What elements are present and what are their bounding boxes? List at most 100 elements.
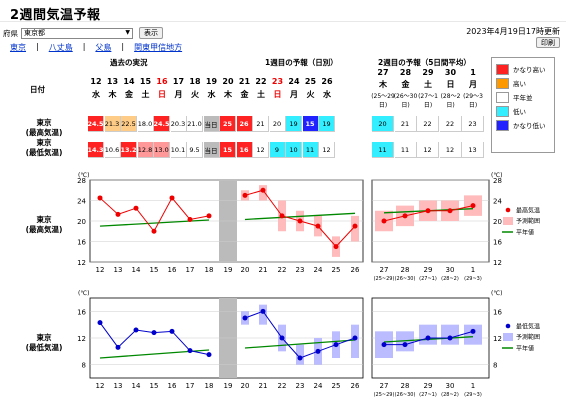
print-button[interactable]: 印刷 bbox=[536, 37, 560, 48]
y-unit-right: (℃) bbox=[491, 172, 502, 179]
low-temp-cell: 12 bbox=[253, 142, 269, 158]
high-temp-cell: 20.3 bbox=[170, 116, 187, 132]
high-week2-cell: 23 bbox=[462, 116, 484, 132]
x-tick-label: 25 bbox=[332, 382, 341, 390]
day-number: 14 bbox=[123, 77, 135, 86]
y-tick-label: 20 bbox=[77, 218, 86, 226]
x-tick-label: 20 bbox=[241, 266, 250, 274]
day-number: 17 bbox=[172, 77, 185, 86]
forecast-range-bar-week2 bbox=[396, 205, 414, 227]
high-week2-cell: 22 bbox=[439, 116, 462, 132]
link-hachijojima[interactable]: 八丈島 bbox=[48, 43, 73, 52]
x-tick-label: 16 bbox=[168, 266, 177, 274]
x-tick-label: 19 bbox=[224, 382, 233, 390]
high-temp-cell: 20 bbox=[269, 116, 286, 132]
show-button[interactable]: 表示 bbox=[139, 27, 163, 39]
week2-range: (28〜2日) bbox=[440, 93, 461, 109]
x-tick-label-week2: 30 bbox=[446, 382, 455, 390]
y-tick-label: 16 bbox=[77, 239, 86, 247]
chart-label-high: 東京 (最高気温) bbox=[25, 215, 63, 234]
day-weekday: 水 bbox=[207, 90, 216, 99]
y-tick-label-right: 28 bbox=[493, 177, 502, 185]
low-temp-cell: 11 bbox=[302, 142, 319, 158]
link-kanto-koshin[interactable]: 関東甲信地方 bbox=[134, 43, 183, 52]
legend-label: 予測範囲 bbox=[516, 217, 540, 225]
legend-label: 平年値 bbox=[516, 345, 534, 353]
data-point bbox=[169, 195, 175, 201]
week2-range: (26〜30日) bbox=[393, 93, 418, 109]
data-point bbox=[115, 211, 121, 217]
normal-line-week1 bbox=[244, 339, 356, 349]
x-tick-label: 12 bbox=[96, 382, 105, 390]
week2-weekday: 金 bbox=[401, 80, 410, 89]
x-tick-label-week2: 30 bbox=[446, 266, 455, 274]
x-tick-label: 22 bbox=[278, 382, 287, 390]
week2-weekday: 土 bbox=[424, 80, 432, 89]
data-point bbox=[97, 195, 103, 201]
data-point bbox=[470, 203, 476, 209]
x-tick-label: 13 bbox=[114, 266, 123, 274]
legend-swatch bbox=[496, 63, 509, 75]
x-tick-sublabel-week2: (26~30) bbox=[395, 392, 416, 398]
chart-frame-week2 bbox=[371, 297, 490, 379]
data-point bbox=[352, 223, 358, 229]
week2-weekday: 月 bbox=[469, 80, 477, 89]
week2-range: (25〜29日) bbox=[371, 93, 395, 109]
day-number: 18 bbox=[189, 77, 201, 86]
forecast-range-bar-week2 bbox=[419, 200, 437, 221]
x-tick-label: 15 bbox=[150, 382, 159, 390]
x-tick-label: 26 bbox=[351, 382, 360, 390]
data-point bbox=[425, 208, 431, 214]
x-tick-label-week2: 27 bbox=[380, 382, 389, 390]
x-tick-label-week2: 28 bbox=[401, 266, 410, 274]
legend-range bbox=[503, 217, 513, 225]
week2-weekday: 木 bbox=[379, 80, 387, 89]
y-tick-label: 12 bbox=[77, 259, 86, 267]
week2-range: (27〜1日) bbox=[418, 93, 438, 109]
high-temp-cell: 18.0 bbox=[137, 116, 154, 132]
forecast-range-bar bbox=[332, 331, 340, 358]
data-point bbox=[470, 328, 476, 334]
y-tick-label-right: 12 bbox=[493, 335, 502, 343]
low-temp-cell: 9.5 bbox=[187, 142, 203, 158]
x-tick-sublabel-week2: (29~3) bbox=[464, 392, 482, 398]
x-tick-label-week2: 1 bbox=[471, 266, 475, 274]
data-point bbox=[151, 330, 157, 336]
day-number: 22 bbox=[255, 77, 267, 86]
legend-swatch bbox=[496, 105, 509, 117]
forecast-range-bar bbox=[351, 324, 359, 358]
y-tick-label-right: 16 bbox=[493, 308, 502, 316]
forecast-range-bar-week2 bbox=[464, 324, 482, 345]
x-tick-sublabel-week2: (25~29) bbox=[374, 276, 395, 282]
prefecture-select[interactable]: 東京都 ▼ bbox=[21, 27, 133, 39]
y-unit: (℃) bbox=[78, 290, 89, 297]
link-chichijima[interactable]: 父島 bbox=[95, 43, 112, 52]
day-number: 21 bbox=[238, 77, 251, 86]
data-point bbox=[169, 328, 175, 334]
forecast-range-bar-week2 bbox=[464, 195, 482, 216]
link-tokyo[interactable]: 東京 bbox=[10, 43, 26, 52]
x-tick-sublabel-week2: (28~2) bbox=[441, 276, 459, 282]
data-point bbox=[315, 223, 321, 229]
x-tick-sublabel-week2: (28~2) bbox=[441, 392, 459, 398]
legend-swatch bbox=[496, 119, 509, 131]
section-past: 過去の実況 bbox=[110, 58, 148, 67]
x-tick-sublabel-week2: (25~29) bbox=[374, 392, 395, 398]
legend-item: 高い bbox=[492, 76, 554, 90]
y-tick-label: 8 bbox=[82, 362, 86, 370]
day-weekday: 土 bbox=[257, 90, 265, 99]
legend-label: 高い bbox=[513, 80, 526, 88]
section-week2: 2週目の予報（5日間平均） bbox=[378, 58, 471, 67]
low-temp-cell: 16 bbox=[236, 142, 253, 158]
low-temp-cell: 当日 bbox=[203, 142, 220, 158]
temp-line-week1 bbox=[244, 189, 356, 248]
x-tick-label: 24 bbox=[314, 266, 323, 274]
high-week2-cell: 21 bbox=[394, 116, 417, 132]
low-week2-cell: 12 bbox=[417, 142, 439, 158]
day-number: 25 bbox=[304, 77, 317, 86]
forecast-range-bar bbox=[241, 190, 249, 201]
low-temp-cell: 9 bbox=[269, 142, 286, 158]
data-point bbox=[187, 348, 193, 354]
low-week2-cell: 11 bbox=[372, 142, 394, 158]
high-temp-cell: 22.5 bbox=[121, 116, 137, 132]
